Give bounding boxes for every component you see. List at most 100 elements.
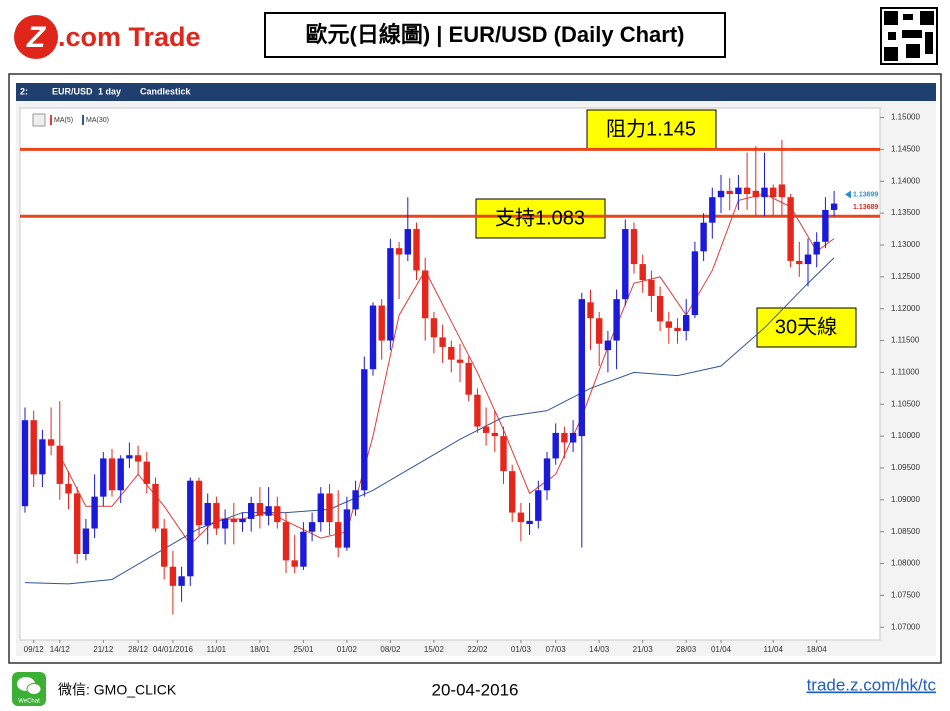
candle-body [300,531,307,567]
candle-body [161,528,168,567]
candle-body [39,439,46,475]
wechat-bubble [26,683,42,695]
x-tick-label: 25/01 [293,645,314,654]
candle-body [387,248,394,341]
toolbar-item: EUR/USD [52,86,93,96]
candle-body [100,458,107,497]
candle-body [482,426,490,433]
price-tag: 1.13689 [853,204,878,211]
y-tick-label: 1.14500 [891,145,920,154]
candle-body [630,229,638,265]
url[interactable]: trade.z.com/hk/tc [807,675,937,694]
candle-body [474,394,481,427]
y-tick-label: 1.09500 [891,463,920,472]
logo-text: .com Trade [58,22,201,52]
candle-body [369,305,377,370]
x-tick-label: 09/12 [24,645,45,654]
annotation: 30天線 [775,315,837,338]
logo-circle [14,15,58,59]
candle-body [770,187,777,198]
candle-body [143,461,150,484]
candle-body [108,458,116,491]
candle-body [735,187,742,195]
y-tick-label: 1.11500 [891,336,920,345]
toolbar-item: Candlestick [140,86,192,96]
y-tick-label: 1.08500 [891,527,920,536]
qr-code [880,7,938,65]
x-tick-label: 18/01 [250,645,271,654]
x-tick-label: 11/01 [207,645,227,654]
x-tick-label: 01/03 [511,645,532,654]
legend-swatch [82,115,84,125]
y-tick-label: 1.15000 [891,113,920,122]
candle-body [361,369,368,491]
price-arrow [845,190,851,199]
toolbar-item: 2: [20,86,28,96]
toolbar [16,83,936,101]
candle-body [535,490,542,521]
x-tick-label: 15/02 [424,645,445,654]
wechat-label: WeChat [18,699,40,705]
candle-body [822,209,829,242]
x-tick-label: 14/03 [589,645,610,654]
x-tick-label: 08/02 [380,645,401,654]
candle-body [465,362,472,395]
candle-body [352,490,359,510]
candle-body [343,509,351,548]
candle-body [282,522,290,561]
y-tick-label: 1.13500 [891,208,920,217]
annotation: 支持1.083 [495,206,585,229]
candle-body [378,305,385,341]
candle-body [796,260,803,265]
annotation-box [756,307,857,348]
wechat-id: 微信: GMO_CLICK [58,682,177,698]
x-tick-label: 14/12 [50,645,71,654]
candle-body [500,436,507,472]
candle-body [665,321,672,328]
candle-body [74,493,81,554]
legend-label: MA(5) [54,117,73,124]
x-tick-label: 01/04 [711,645,732,654]
candle-body [152,483,159,529]
candle-body [674,327,681,331]
candle-body [778,184,786,198]
candle-body [717,190,725,198]
candle-body [82,528,90,554]
candle-body [656,295,664,322]
candle-body [291,560,298,567]
candle-body [213,503,220,529]
candle-body [413,229,420,271]
candle-body [178,576,185,586]
candle-body [613,299,620,341]
y-tick-label: 1.12500 [891,272,920,281]
candle-body [683,315,690,331]
plot-area [19,107,881,641]
candle-body [56,445,63,484]
x-tick-label: 11/04 [763,645,783,654]
x-tick-label: 07/03 [546,645,567,654]
candle-body [134,455,142,462]
candle-body [439,337,446,347]
annotation: 阻力1.145 [606,117,696,140]
legend-swatch [50,115,52,125]
x-tick-label: 18/04 [807,645,828,654]
candle-body [404,229,411,255]
candle-body [526,520,533,525]
legend-toggle[interactable] [32,113,46,127]
x-tick-label: 01/02 [337,645,358,654]
candle-body [761,187,768,198]
y-tick-label: 1.13000 [891,240,920,249]
logo-mark: Z [26,21,47,54]
candle-body [752,190,759,198]
toolbar-item: 1 day [98,86,121,96]
y-tick-label: 1.11000 [891,368,920,377]
candle-body [813,241,820,255]
candle-body [830,203,838,210]
candle-body [787,197,794,261]
candle-body [248,503,255,519]
x-tick-label: 21/12 [93,645,114,654]
y-tick-label: 1.12000 [891,304,920,313]
date: 20-04-2016 [432,680,519,699]
candle-body [456,359,464,363]
x-tick-label: 28/03 [676,645,697,654]
